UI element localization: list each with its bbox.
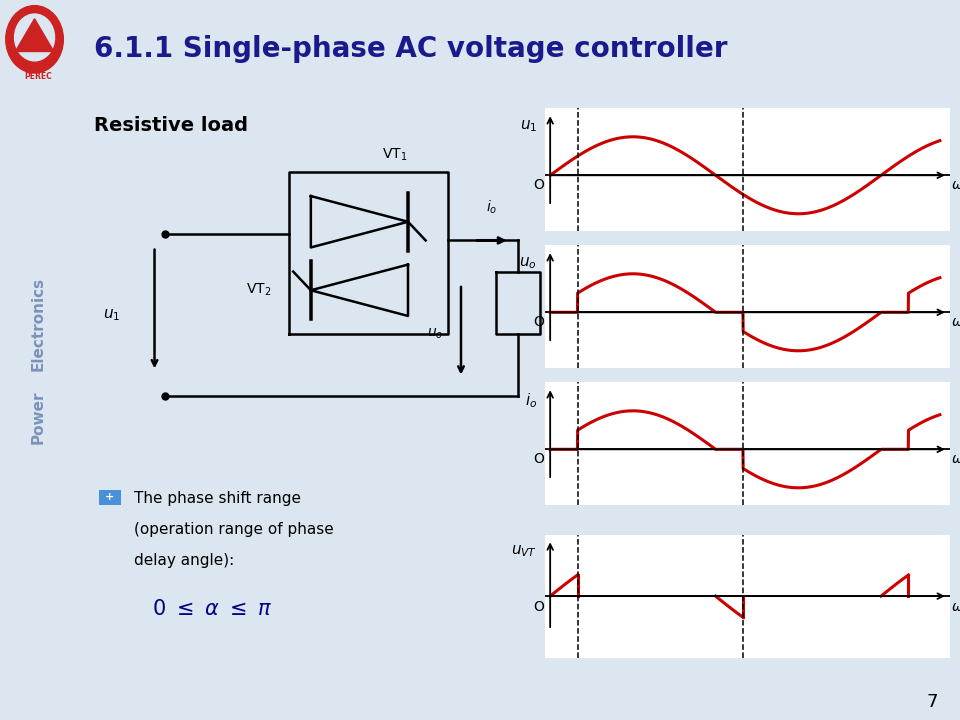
Text: $\omega t$: $\omega t$ — [951, 315, 960, 329]
Text: $0\ \leq\ \alpha\ \leq\ \pi$: $0\ \leq\ \alpha\ \leq\ \pi$ — [152, 598, 272, 618]
Text: PEREC: PEREC — [25, 72, 52, 81]
Text: $\omega t$: $\omega t$ — [951, 452, 960, 467]
Text: Electronics: Electronics — [31, 277, 46, 371]
Text: $i_o$: $i_o$ — [486, 198, 497, 215]
Text: O: O — [533, 315, 544, 329]
Text: O: O — [533, 452, 544, 467]
Text: (operation range of phase: (operation range of phase — [134, 522, 334, 537]
Text: 6.1.1 Single-phase AC voltage controller: 6.1.1 Single-phase AC voltage controller — [94, 35, 728, 63]
Text: $\omega t$: $\omega t$ — [951, 600, 960, 613]
Text: $\omega t$: $\omega t$ — [951, 179, 960, 192]
Ellipse shape — [14, 14, 55, 61]
Ellipse shape — [6, 6, 63, 73]
Text: $u_1$: $u_1$ — [104, 307, 121, 323]
Text: Resistive load: Resistive load — [94, 116, 249, 135]
Text: O: O — [533, 600, 544, 613]
Text: $u_o$: $u_o$ — [519, 256, 537, 271]
FancyBboxPatch shape — [99, 490, 121, 505]
Text: Power: Power — [31, 391, 46, 444]
Text: $u_1$: $u_1$ — [519, 118, 537, 134]
Text: delay angle):: delay angle): — [134, 553, 234, 568]
Text: $R$: $R$ — [563, 294, 575, 312]
Text: 7: 7 — [926, 693, 938, 711]
Text: $u_o$: $u_o$ — [427, 327, 444, 341]
Text: $i_o$: $i_o$ — [525, 391, 537, 410]
Text: $u_{VT}$: $u_{VT}$ — [511, 544, 537, 559]
Polygon shape — [15, 19, 54, 52]
Text: VT$_2$: VT$_2$ — [246, 282, 271, 299]
Text: VT$_1$: VT$_1$ — [382, 146, 407, 163]
Text: The phase shift range: The phase shift range — [134, 491, 301, 506]
Text: O: O — [533, 179, 544, 192]
Text: +: + — [106, 492, 114, 503]
